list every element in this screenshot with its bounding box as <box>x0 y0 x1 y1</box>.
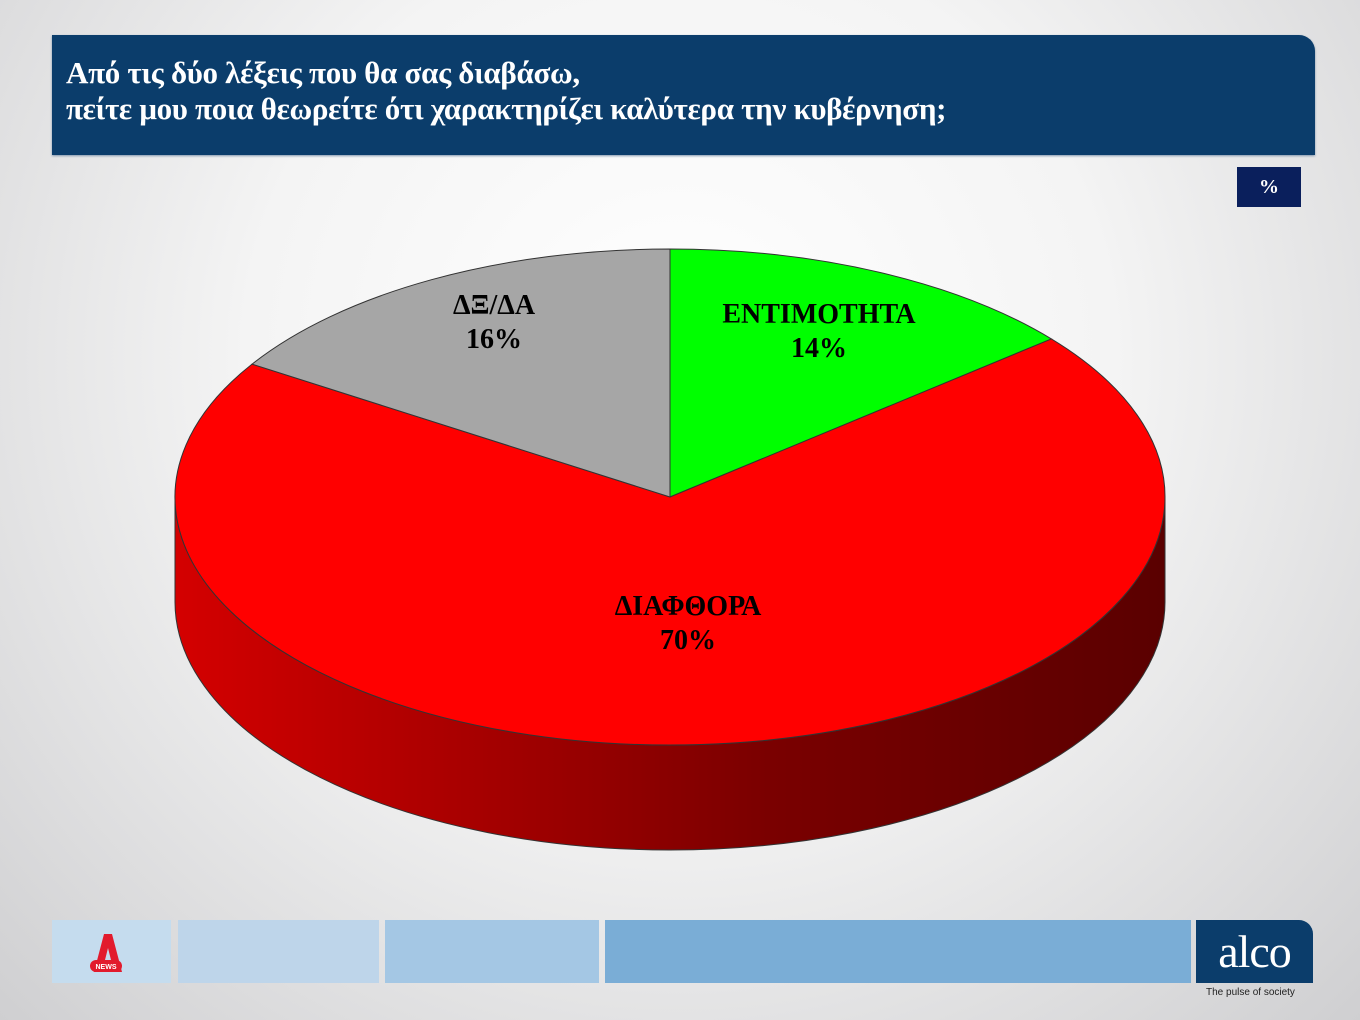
pie-slice-2 <box>251 248 671 498</box>
slice-value: 70% <box>659 625 716 656</box>
footer-bar-1 <box>178 920 379 983</box>
title-line-1: Από τις δύο λέξεις που θα σας διαβάσω, <box>66 55 580 90</box>
alco-logo: alco <box>1196 920 1313 983</box>
chart-title: Από τις δύο λέξεις που θα σας διαβάσω, π… <box>66 55 946 127</box>
footer-bar-2 <box>385 920 599 983</box>
title-banner: Από τις δύο λέξεις που θα σας διαβάσω, π… <box>52 35 1315 155</box>
slice-label-2: ΔΞ/ΔΑ 16% <box>453 289 535 357</box>
slice-name: ΔΙΑΦΘΟΡΑ <box>614 591 762 622</box>
alpha-news-logo-icon: NEWS <box>90 934 122 972</box>
slice-value: 14% <box>791 333 847 364</box>
title-line-2: πείτε μου ποια θεωρείτε ότι χαρακτηρίζει… <box>66 91 947 126</box>
footer-bar-3 <box>605 920 1191 983</box>
slice-value: 16% <box>465 324 522 355</box>
slice-name: ΔΞ/ΔΑ <box>452 290 536 321</box>
unit-badge: % <box>1237 167 1301 207</box>
pie-slice-1 <box>174 338 1166 746</box>
slice-label-0: ΕΝΤΙΜΟΤΗΤΑ 14% <box>722 298 915 366</box>
slice-label-1: ΔΙΑΦΘΟΡΑ 70% <box>615 590 762 658</box>
alco-tagline: The pulse of society <box>1206 987 1295 998</box>
svg-text:NEWS: NEWS <box>96 964 117 971</box>
pie-slice-0 <box>669 248 1053 498</box>
slice-name: ΕΝΤΙΜΟΤΗΤΑ <box>722 299 916 330</box>
alpha-news-logo: NEWS <box>52 920 171 983</box>
